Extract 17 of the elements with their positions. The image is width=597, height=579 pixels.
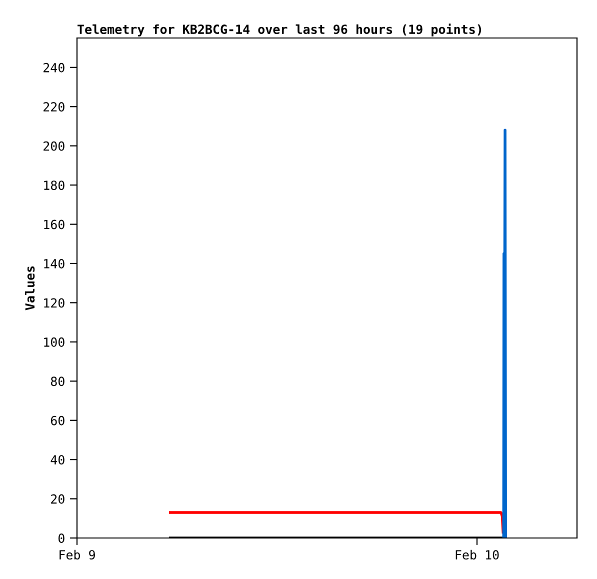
y-axis-title: Values	[24, 266, 35, 310]
y-tick-label: 100	[44, 337, 64, 347]
y-tick-label: 40	[50, 455, 64, 465]
y-tick-label: 160	[44, 220, 64, 230]
chart-title: Telemetry for KB2BCG-14 over last 96 hours (19 points)	[78, 24, 482, 36]
y-tick-label: 140	[44, 258, 64, 268]
y-tick-label: 0	[58, 534, 64, 543]
y-tick-label: 220	[44, 102, 64, 112]
y-tick-label: 120	[44, 298, 64, 308]
y-tick-label: 20	[51, 494, 64, 504]
y-tick-label: 240	[44, 62, 64, 72]
x-tick-label: Feb 9	[60, 550, 95, 560]
y-tick-label: 200	[44, 141, 64, 151]
y-tick-label: 180	[44, 180, 64, 190]
x-tick-label: Feb 10	[456, 550, 499, 560]
y-tick-label: 80	[50, 376, 64, 386]
y-tick-label: 60	[50, 416, 64, 426]
